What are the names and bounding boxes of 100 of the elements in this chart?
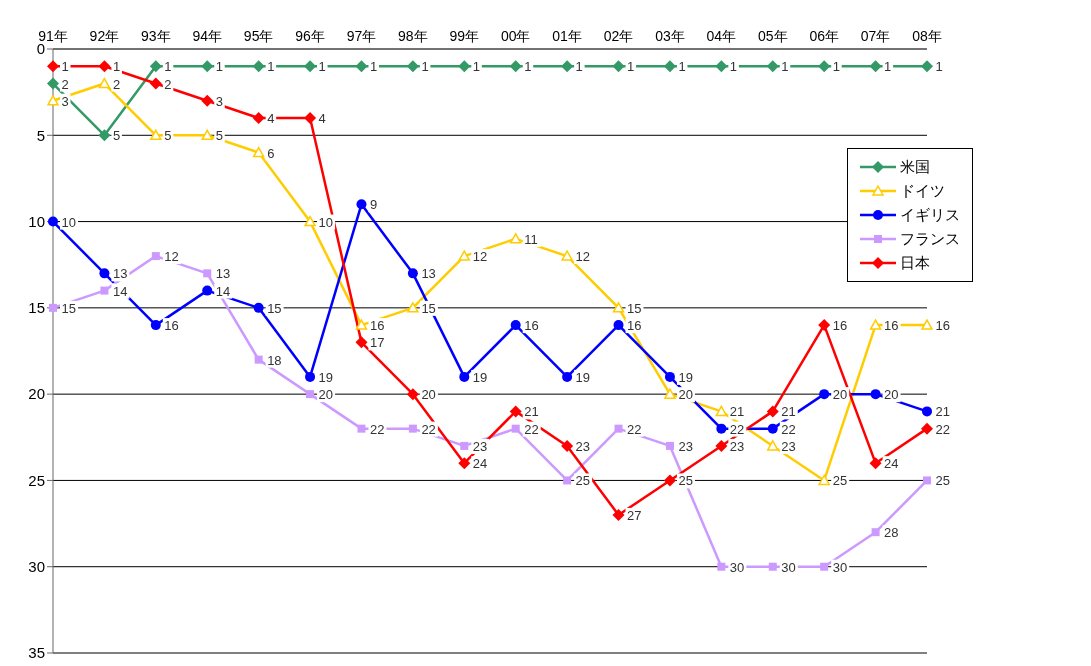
x-tick-label: 06年 bbox=[809, 28, 839, 44]
data-label: 10 bbox=[318, 214, 334, 230]
point bbox=[201, 60, 214, 73]
data-label: 1 bbox=[524, 59, 532, 75]
data-label: 20 bbox=[678, 387, 693, 403]
data-label: 19 bbox=[678, 369, 693, 385]
data-label: 15 bbox=[267, 300, 282, 316]
point bbox=[47, 77, 59, 90]
point bbox=[150, 129, 162, 141]
point bbox=[766, 60, 779, 73]
y-tick-label: 5 bbox=[36, 126, 45, 144]
point bbox=[665, 441, 674, 450]
data-label: 16 bbox=[935, 318, 950, 334]
data-label: 22 bbox=[369, 421, 385, 437]
point bbox=[355, 60, 368, 73]
point bbox=[253, 302, 264, 313]
x-tick-label: 96年 bbox=[295, 28, 325, 44]
data-label: 16 bbox=[627, 318, 642, 334]
data-label: 21 bbox=[524, 404, 539, 420]
data-label: 21 bbox=[729, 404, 745, 420]
data-label: 23 bbox=[729, 438, 745, 454]
data-label: 5 bbox=[164, 128, 172, 144]
data-label: 1 bbox=[472, 59, 481, 75]
data-label: 13 bbox=[112, 266, 128, 282]
data-label: 6 bbox=[267, 145, 275, 161]
x-tick-label: 07年 bbox=[860, 28, 891, 44]
data-label: 18 bbox=[267, 352, 282, 368]
point bbox=[818, 474, 830, 486]
data-label: 24 bbox=[472, 456, 488, 472]
data-label: 22 bbox=[781, 421, 796, 437]
data-label: 1 bbox=[781, 59, 789, 75]
data-label: 3 bbox=[61, 93, 69, 109]
point bbox=[201, 129, 213, 141]
data-label: 13 bbox=[421, 266, 436, 282]
x-tick-label: 93年 bbox=[141, 28, 171, 44]
data-label: 16 bbox=[164, 318, 179, 334]
point bbox=[869, 60, 882, 73]
point bbox=[304, 215, 316, 227]
data-label: 27 bbox=[627, 507, 642, 523]
legend-label: ドイツ bbox=[900, 181, 945, 201]
data-label: 19 bbox=[575, 369, 591, 385]
point bbox=[767, 423, 778, 434]
point bbox=[820, 562, 829, 571]
data-label: 2 bbox=[164, 76, 172, 92]
point bbox=[612, 302, 625, 313]
point bbox=[203, 269, 212, 278]
point bbox=[406, 388, 419, 401]
data-label: 15 bbox=[61, 300, 76, 316]
data-label: 21 bbox=[935, 404, 950, 420]
point bbox=[563, 476, 572, 485]
y-tick-label: 10 bbox=[28, 212, 45, 230]
point bbox=[921, 319, 933, 330]
point bbox=[98, 77, 111, 89]
y-tick-label: 25 bbox=[28, 471, 45, 489]
data-label: 28 bbox=[884, 525, 899, 541]
point bbox=[149, 77, 162, 90]
point bbox=[458, 250, 471, 261]
x-tick-label: 02年 bbox=[603, 28, 634, 44]
legend-label: イギリス bbox=[900, 205, 960, 225]
point bbox=[150, 320, 161, 331]
point bbox=[818, 319, 831, 332]
point bbox=[98, 60, 111, 73]
x-tick-label: 98年 bbox=[398, 28, 428, 44]
data-label: 4 bbox=[267, 111, 275, 127]
x-tick-label: 08年 bbox=[912, 28, 942, 44]
point bbox=[715, 439, 728, 452]
point bbox=[252, 112, 265, 125]
point bbox=[923, 476, 931, 485]
data-label: 1 bbox=[678, 59, 686, 75]
x-tick-label: 01年 bbox=[552, 28, 582, 44]
data-label: 1 bbox=[627, 59, 635, 75]
x-tick-label: 05年 bbox=[757, 28, 788, 44]
point bbox=[715, 60, 728, 73]
x-tick-label: 00年 bbox=[500, 28, 531, 44]
point bbox=[613, 320, 624, 331]
data-label: 3 bbox=[215, 93, 223, 109]
data-label: 25 bbox=[935, 473, 950, 489]
data-label: 23 bbox=[678, 438, 693, 454]
x-tick-label: 04年 bbox=[706, 28, 737, 44]
legend-label: 日本 bbox=[900, 253, 930, 273]
data-label: 11 bbox=[524, 231, 538, 247]
data-label: 16 bbox=[884, 318, 899, 334]
point bbox=[870, 389, 881, 400]
data-label: 1 bbox=[318, 59, 326, 75]
point bbox=[869, 319, 882, 330]
point bbox=[561, 250, 573, 261]
data-label: 15 bbox=[627, 300, 642, 316]
point bbox=[561, 60, 574, 73]
data-label: 22 bbox=[421, 421, 436, 437]
point bbox=[717, 562, 726, 571]
data-label: 16 bbox=[369, 318, 385, 334]
point bbox=[663, 60, 676, 73]
point bbox=[306, 390, 315, 399]
point bbox=[509, 60, 522, 73]
y-tick-label: 20 bbox=[28, 385, 45, 403]
point bbox=[252, 60, 265, 73]
data-label: 20 bbox=[421, 387, 436, 403]
point bbox=[562, 371, 573, 382]
point bbox=[767, 440, 779, 451]
data-label: 1 bbox=[884, 59, 892, 75]
